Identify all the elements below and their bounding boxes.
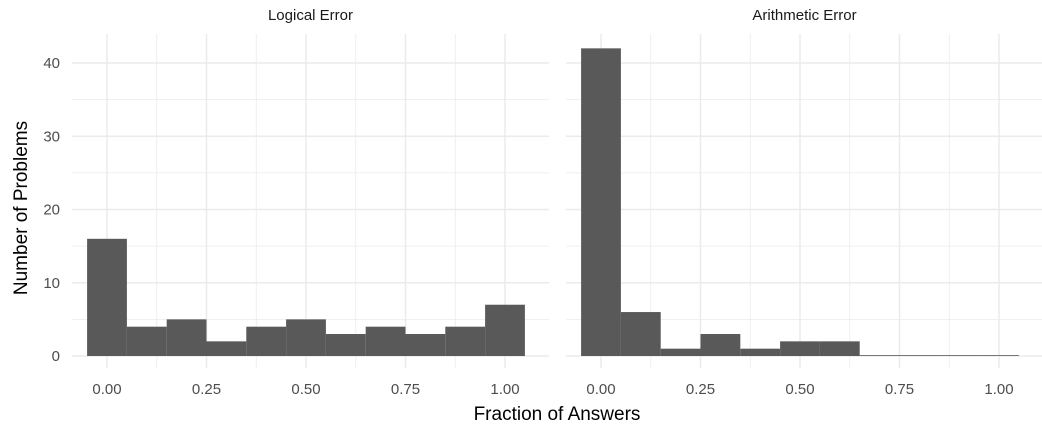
panel-2: Arithmetic Error 0.00 0.25 0.50 0.75 1.00 (566, 7, 1042, 398)
histogram-bar (246, 326, 287, 356)
histogram-bar (740, 348, 781, 356)
x-tick-label: 0.75 (391, 381, 420, 398)
histogram-bar (939, 355, 980, 356)
histogram-bar (660, 348, 701, 356)
x-tick-label: 1.00 (984, 381, 1013, 398)
panel-1: Logical Error 0.00 0.25 0.50 0.75 1.00 0 10 20 30… (43, 7, 549, 398)
histogram-bar (700, 334, 741, 356)
histogram-bar (780, 341, 820, 356)
x-tick-label: 1.00 (490, 381, 519, 398)
x-tick-label: 0.75 (885, 381, 914, 398)
histogram-bar (206, 341, 247, 356)
x-tick-label: 0.50 (785, 381, 814, 398)
histogram-bar (405, 334, 446, 356)
histogram-bar (620, 312, 661, 356)
histogram-bar (819, 341, 860, 356)
x-tick-label: 0.50 (291, 381, 320, 398)
y-tick-label: 10 (43, 275, 60, 292)
histogram-bar (445, 326, 486, 356)
x-tick-label: 0.00 (92, 381, 121, 398)
y-tick-label: 40 (43, 55, 60, 72)
histogram-bar (859, 355, 900, 356)
y-tick-label: 30 (43, 128, 60, 145)
histogram-bar (979, 355, 1019, 356)
histogram-bar (899, 355, 940, 356)
x-axis-title: Fraction of Answers (474, 404, 641, 425)
panel-title: Logical Error (268, 7, 353, 24)
histogram-bar (126, 326, 167, 356)
histogram-bar (581, 48, 621, 356)
x-tick-label: 0.25 (192, 381, 221, 398)
x-tick-label: 0.25 (686, 381, 715, 398)
histogram-bar (166, 319, 207, 356)
histogram-bar (365, 326, 406, 356)
histogram-bar (87, 238, 127, 356)
y-tick-label: 20 (43, 202, 60, 219)
y-tick-label: 0 (52, 348, 60, 365)
histogram-bar (286, 319, 326, 356)
y-axis-title: Number of Problems (11, 121, 32, 295)
histogram-bar (325, 334, 366, 356)
histogram-bar (485, 304, 525, 356)
x-tick-label: 0.00 (586, 381, 615, 398)
panel-title: Arithmetic Error (752, 7, 856, 24)
